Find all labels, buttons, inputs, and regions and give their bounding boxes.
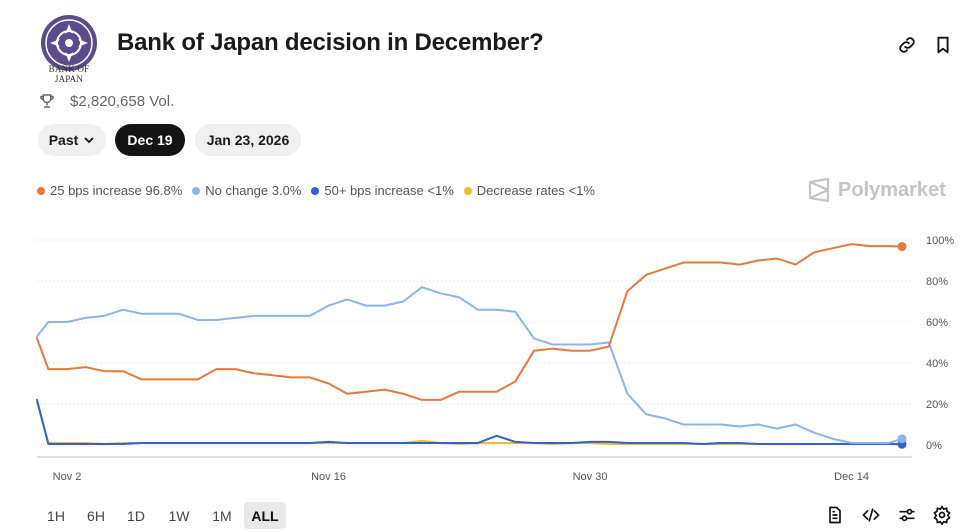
range-1h[interactable]: 1H [47,507,65,524]
range-1d[interactable]: 1D [127,507,145,524]
x-tick-label: Nov 16 [311,471,346,483]
range-6h[interactable]: 6H [87,507,105,524]
y-tick-label: 60% [926,317,948,329]
legend-item: No change 3.0% [192,183,301,198]
settings-icon[interactable] [932,505,952,525]
bookmark-icon[interactable] [932,34,954,56]
x-tick-label: Nov 2 [53,471,82,483]
watermark-text: Polymarket [838,178,946,201]
legend-label: No change 3.0% [205,183,302,198]
series-line-3 [36,400,903,446]
sliders-icon[interactable] [897,505,917,525]
legend-label: 25 bps increase 96.8% [50,183,183,198]
bank-of-japan-logo [41,15,97,71]
y-tick-label: 20% [926,399,948,411]
legend-item: Decrease rates <1% [463,183,595,198]
legend-dot [311,186,320,195]
polymarket-logo-icon [808,178,830,202]
legend-label: Decrease rates <1% [476,183,595,198]
legend-label: 50+ bps increase <1% [324,183,454,198]
range-all[interactable]: ALL [244,502,286,529]
range-1m[interactable]: 1M [212,507,232,524]
legend-item: 50+ bps increase <1% [311,183,454,198]
polymarket-watermark: Polymarket [808,178,946,202]
code-icon[interactable] [861,505,881,525]
series-end-dot-1 [897,434,907,444]
y-tick-label: 100% [926,235,954,247]
legend-item: 25 bps increase 96.8% [37,183,182,198]
legend-dot [37,186,45,195]
price-chart[interactable]: 100% 80% 60% 40% 20% 0% Nov 2 Nov 16 Nov 30 Dec … [0,220,972,490]
series-line-2 [36,398,903,445]
logo-text: BANK OF JAPAN [48,64,90,84]
document-icon[interactable] [825,505,845,525]
chevron-down-icon [84,137,94,144]
legend-dot [192,186,201,195]
chart-legend: 25 bps increase 96.8% No change 3.0% 50+… [37,183,595,198]
volume-row: $2,820,658 Vol. [38,92,174,110]
y-tick-label: 40% [926,358,948,370]
date-pill-jan-23[interactable]: Jan 23, 2026 [195,124,301,156]
page-title: Bank of Japan decision in December? [117,29,544,56]
legend-dot [463,186,472,195]
range-1w[interactable]: 1W [168,507,190,524]
link-icon[interactable] [896,34,918,56]
x-tick-label: Dec 14 [834,471,869,483]
volume-text: $2,820,658 Vol. [70,92,175,110]
series-line-1 [36,286,903,444]
trophy-icon [40,94,54,108]
y-tick-label: 80% [926,276,948,288]
series-line-0 [36,243,903,401]
x-tick-label: Nov 30 [573,471,608,483]
series-end-dot-0 [897,242,907,252]
y-tick-label: 0% [926,440,942,452]
past-label: Past [48,132,79,148]
date-pill-dec-19[interactable]: Dec 19 [115,124,185,156]
past-dropdown[interactable]: Past [38,124,106,156]
